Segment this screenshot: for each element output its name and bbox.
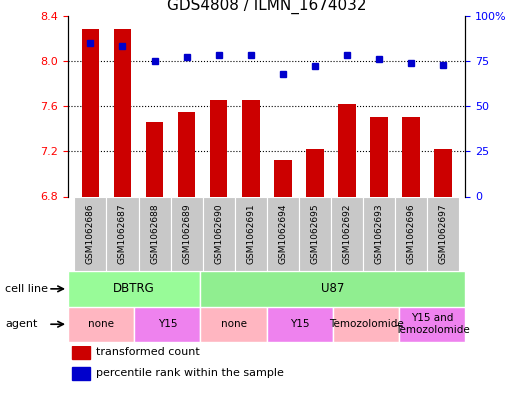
Bar <box>134 307 200 342</box>
Text: GSM1062688: GSM1062688 <box>150 204 159 264</box>
Text: GSM1062697: GSM1062697 <box>438 204 448 264</box>
Bar <box>402 118 420 196</box>
Bar <box>113 29 131 196</box>
Bar <box>178 112 196 196</box>
Text: transformed count: transformed count <box>96 347 200 358</box>
Bar <box>267 196 299 271</box>
Title: GDS4808 / ILMN_1674032: GDS4808 / ILMN_1674032 <box>167 0 367 15</box>
Bar <box>363 196 395 271</box>
Bar <box>274 160 292 196</box>
Bar <box>200 307 267 342</box>
Text: GSM1062686: GSM1062686 <box>86 204 95 264</box>
Bar <box>333 307 399 342</box>
Bar <box>370 118 388 196</box>
Bar <box>72 346 90 359</box>
Text: percentile rank within the sample: percentile rank within the sample <box>96 368 283 378</box>
Bar <box>427 196 459 271</box>
Text: Y15 and
Temozolomide: Y15 and Temozolomide <box>395 314 470 335</box>
Bar <box>68 307 134 342</box>
Text: GSM1062693: GSM1062693 <box>374 204 383 264</box>
Bar <box>146 122 163 196</box>
Text: Y15: Y15 <box>157 319 177 329</box>
Text: none: none <box>88 319 114 329</box>
Bar <box>74 196 107 271</box>
Bar <box>202 196 235 271</box>
Bar <box>68 271 200 307</box>
Bar <box>139 196 170 271</box>
Text: Y15: Y15 <box>290 319 310 329</box>
Text: none: none <box>221 319 247 329</box>
Text: DBTRG: DBTRG <box>113 282 155 296</box>
Text: U87: U87 <box>321 282 345 296</box>
Text: GSM1062690: GSM1062690 <box>214 204 223 264</box>
Text: GSM1062687: GSM1062687 <box>118 204 127 264</box>
Bar <box>395 196 427 271</box>
Bar <box>399 307 465 342</box>
Bar <box>331 196 363 271</box>
Bar <box>338 104 356 196</box>
Text: Temozolomide: Temozolomide <box>329 319 403 329</box>
Bar <box>107 196 139 271</box>
Text: GSM1062691: GSM1062691 <box>246 204 255 264</box>
Bar <box>299 196 331 271</box>
Text: agent: agent <box>5 319 38 329</box>
Text: GSM1062692: GSM1062692 <box>343 204 351 264</box>
Text: GSM1062689: GSM1062689 <box>182 204 191 264</box>
Text: GSM1062694: GSM1062694 <box>278 204 287 264</box>
Text: cell line: cell line <box>5 284 48 294</box>
Bar <box>306 149 324 196</box>
Bar <box>72 367 90 380</box>
Bar <box>434 149 452 196</box>
Bar <box>242 101 259 196</box>
Text: GSM1062696: GSM1062696 <box>406 204 415 264</box>
Bar <box>267 307 333 342</box>
Bar <box>235 196 267 271</box>
Bar <box>210 101 228 196</box>
Text: GSM1062695: GSM1062695 <box>310 204 320 264</box>
Bar <box>200 271 465 307</box>
Bar <box>170 196 202 271</box>
Bar <box>82 29 99 196</box>
